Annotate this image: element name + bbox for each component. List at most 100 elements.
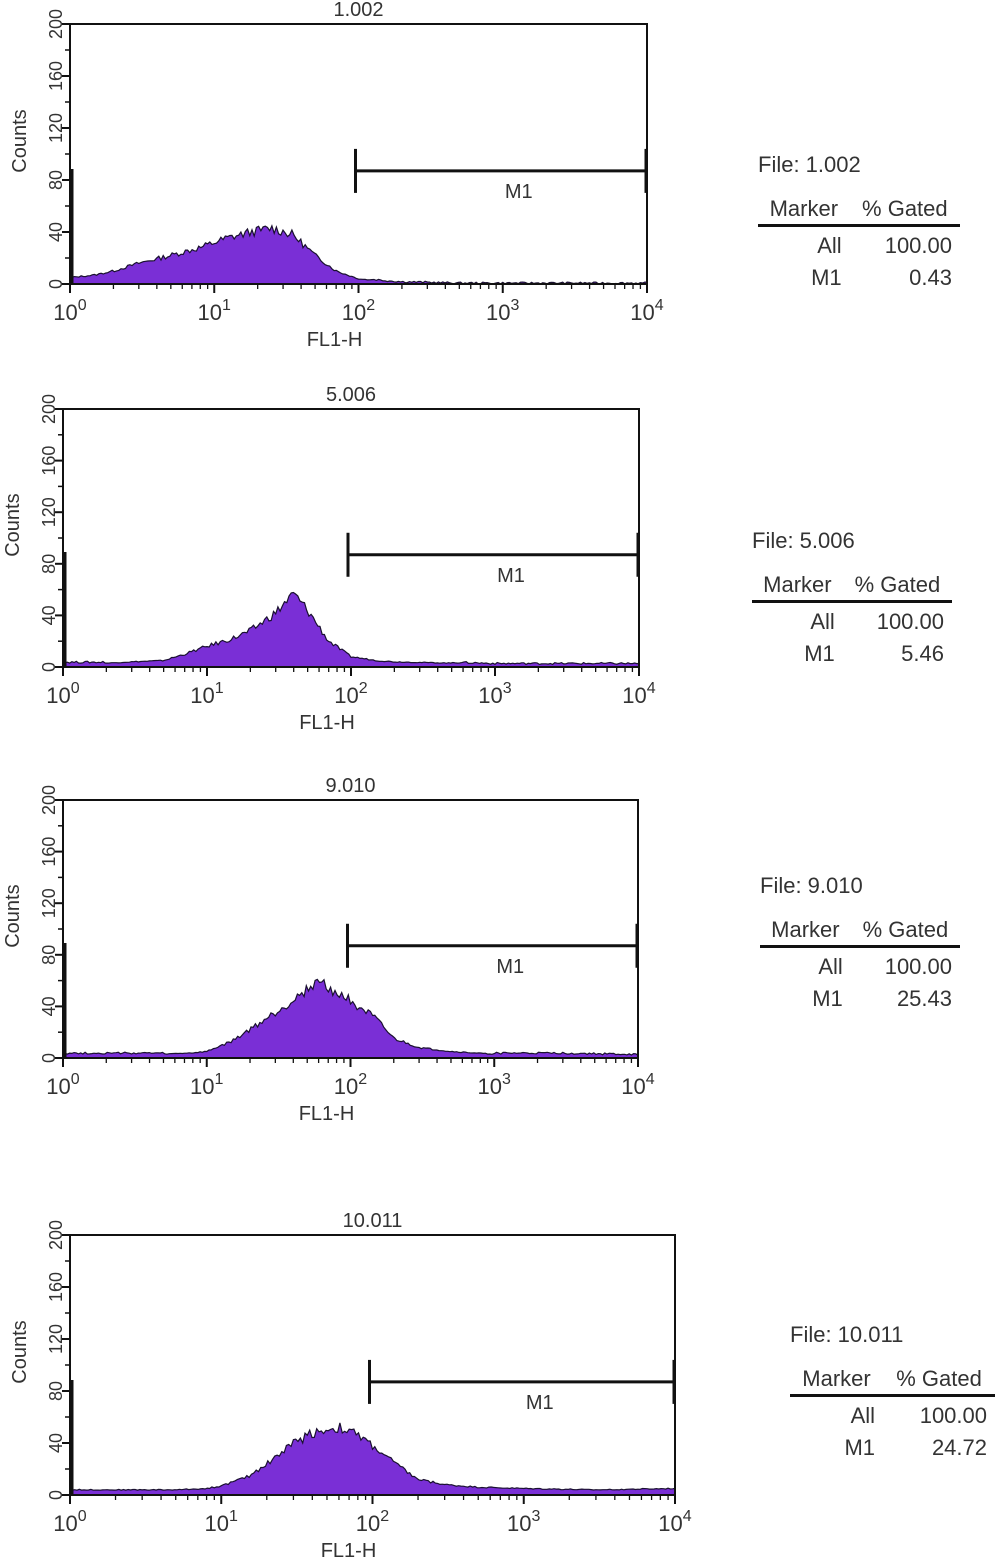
- x-tick-label: 102: [334, 1071, 367, 1099]
- y-tick-label: 160: [39, 837, 59, 867]
- y-tick-label: 200: [39, 394, 59, 424]
- y-tick-label: 80: [46, 1381, 66, 1401]
- y-tick-label: 40: [46, 222, 66, 242]
- stats-row: M1 25.43: [760, 980, 960, 1012]
- histogram-panel-1: 1.002 0 40 80 120 160 200 Counts 100 101 102 103 104…: [0, 0, 1000, 360]
- chart-title: 5.006: [326, 384, 376, 406]
- stats-marker: All: [850, 1403, 876, 1428]
- stats-table: Marker % Gated All 100.00 M1 24.72: [790, 1366, 995, 1461]
- x-tick-label: 101: [198, 297, 231, 325]
- histogram-area: [69, 1422, 676, 1496]
- y-tick-label: 160: [39, 446, 59, 476]
- y-tick-label: 0: [46, 1490, 66, 1500]
- x-axis-label: FL1-H: [321, 1540, 377, 1562]
- file-label: File: 1.002: [758, 152, 861, 177]
- x-tick-label: 101: [190, 680, 223, 708]
- y-tick-label: 200: [39, 785, 59, 815]
- stats-row: All 100.00: [758, 226, 960, 260]
- chart-title: 9.010: [325, 775, 375, 797]
- stats-gated: 25.43: [896, 986, 952, 1011]
- stats-gated: 5.46: [901, 641, 944, 666]
- y-tick-label: 40: [46, 1433, 66, 1453]
- histogram-panel-2: 5.006 0 40 80 120 160 200 Counts 100 101 102 103 104…: [0, 0, 1000, 740]
- marker-label: M1: [526, 1392, 554, 1414]
- stats-row: All 100.00: [790, 1396, 995, 1430]
- x-tick-label: 102: [342, 297, 375, 325]
- stats-gated: 24.72: [931, 1435, 987, 1460]
- histogram-area: [62, 978, 639, 1059]
- x-tick-label: 100: [53, 297, 86, 325]
- histogram-area: [62, 591, 640, 668]
- stats-gated: 100.00: [884, 954, 952, 979]
- x-tick-label: 101: [205, 1508, 238, 1536]
- chart-title: 1.002: [333, 0, 383, 21]
- y-tick-label: 200: [46, 9, 66, 39]
- marker-header: Marker: [790, 1366, 884, 1397]
- file-label: File: 5.006: [752, 528, 855, 553]
- y-tick-label: 0: [39, 662, 59, 672]
- stats-gated: 0.43: [909, 265, 952, 290]
- stats-row: M1 0.43: [758, 259, 960, 291]
- y-axis-label: Counts: [9, 1320, 31, 1383]
- stats-row: M1 24.72: [790, 1429, 995, 1461]
- stats-marker: M1: [812, 986, 843, 1011]
- y-tick-label: 120: [46, 113, 66, 143]
- x-tick-label: 102: [334, 680, 367, 708]
- x-tick-label: 100: [46, 680, 79, 708]
- gated-header: % Gated: [842, 572, 952, 603]
- x-tick-label: 103: [478, 680, 511, 708]
- stats-row: M1 5.46: [752, 635, 952, 667]
- histogram-chart-1: 1.002 0 40 80 120 160 200 Counts 100 101 102 103 104…: [9, 0, 664, 351]
- stats-marker: M1: [804, 641, 835, 666]
- x-tick-label: 104: [621, 1071, 654, 1099]
- x-tick-label: 101: [190, 1071, 223, 1099]
- histogram-area: [69, 224, 648, 285]
- x-axis-label: FL1-H: [307, 329, 363, 351]
- stats-marker: M1: [844, 1435, 876, 1460]
- y-tick-label: 80: [39, 945, 59, 965]
- y-axis-label: Counts: [9, 109, 31, 172]
- y-tick-label: 160: [46, 1272, 66, 1302]
- y-tick-label: 200: [46, 1220, 66, 1250]
- x-tick-label: 104: [622, 680, 655, 708]
- marker-label: M1: [497, 565, 525, 587]
- y-axis-label: Counts: [2, 884, 24, 947]
- chart-title: 10.011: [343, 1210, 403, 1232]
- x-tick-label: 100: [53, 1508, 86, 1536]
- stats-gated: 100.00: [884, 233, 952, 258]
- y-axis-label: Counts: [2, 493, 24, 556]
- x-tick-label: 100: [46, 1071, 79, 1099]
- marker-label: M1: [496, 956, 524, 978]
- x-tick-label: 104: [630, 297, 663, 325]
- y-tick-label: 120: [39, 888, 59, 918]
- y-tick-label: 0: [39, 1053, 59, 1063]
- gated-header: % Gated: [850, 917, 960, 948]
- file-label: File: 10.011: [790, 1322, 904, 1347]
- stats-marker: All: [810, 609, 835, 634]
- marker-label: M1: [505, 181, 533, 203]
- stats-box-4: File: 10.011 Marker % Gated All 100.00 M…: [790, 1322, 995, 1461]
- y-tick-label: 160: [46, 61, 66, 91]
- marker-header: Marker: [760, 917, 851, 948]
- stats-marker: M1: [811, 265, 842, 290]
- x-tick-label: 103: [507, 1508, 540, 1536]
- y-tick-label: 40: [39, 605, 59, 625]
- y-tick-label: 80: [39, 554, 59, 574]
- y-tick-label: 120: [39, 497, 59, 527]
- stats-marker: All: [817, 233, 842, 258]
- stats-row: All 100.00: [752, 602, 952, 636]
- x-axis-label: FL1-H: [299, 712, 355, 734]
- stats-marker: All: [818, 954, 843, 979]
- file-label: File: 9.010: [760, 873, 863, 898]
- gated-header: % Gated: [883, 1366, 995, 1397]
- stats-gated: 100.00: [876, 609, 944, 634]
- x-axis-label: FL1-H: [299, 1103, 355, 1125]
- histogram-chart-3: 9.010 0 40 80 120 160 200 Counts 100 101 102 103 104…: [2, 775, 655, 1125]
- histogram-panel-3: 9.010 0 40 80 120 160 200 Counts 100 101 102 103 104…: [2, 775, 960, 1125]
- stats-table: Marker % Gated All 100.00 M1 5.46: [752, 572, 952, 667]
- y-tick-label: 40: [39, 996, 59, 1016]
- y-tick-label: 120: [46, 1324, 66, 1354]
- stats-row: All 100.00: [760, 947, 960, 981]
